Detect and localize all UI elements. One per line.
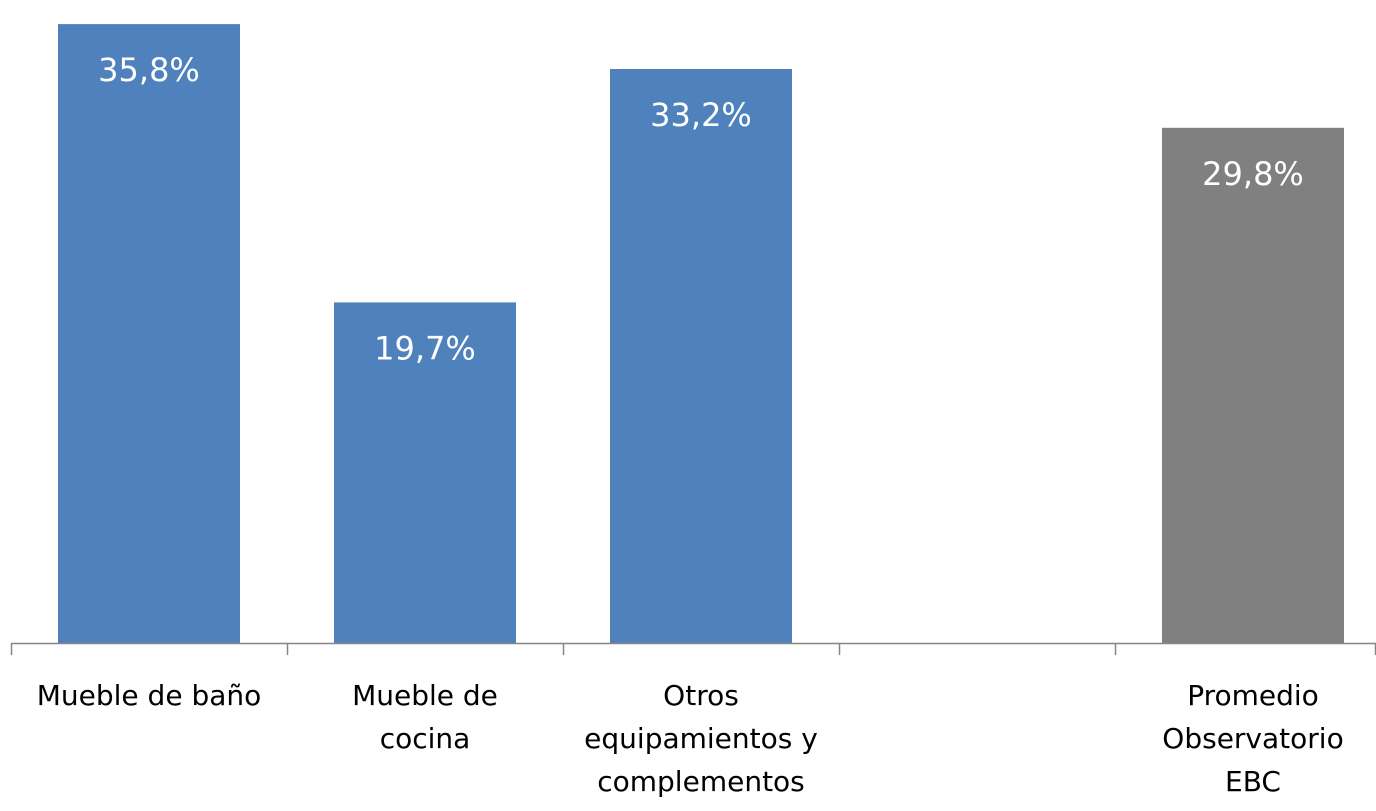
category-label-line: Otros	[663, 679, 739, 712]
category-label-line: Mueble de	[352, 679, 498, 712]
category-label-2: Mueble de cocina	[291, 674, 559, 760]
bars-layer	[58, 24, 1344, 644]
category-label-1: Mueble de baño	[15, 674, 283, 717]
category-label-line: EBC	[1225, 765, 1281, 798]
bar-2	[334, 302, 516, 643]
category-label-5: Promedio Observatorio EBC	[1119, 674, 1376, 803]
bar-5	[1162, 127, 1344, 644]
category-label-line: Mueble de baño	[36, 679, 262, 712]
category-label-line: Observatorio	[1162, 722, 1344, 755]
category-label-line: Promedio	[1187, 679, 1319, 712]
category-label-line: complementos	[597, 765, 805, 798]
category-label-line: equipamientos y	[584, 722, 818, 755]
data-label-5: 29,8%	[1202, 155, 1304, 193]
x-axis	[10, 642, 1376, 655]
category-label-line: cocina	[379, 722, 471, 755]
data-label-3: 33,2%	[650, 96, 752, 134]
data-label-1: 35,8%	[98, 51, 200, 89]
data-labels-layer: 35,8% 19,7% 33,2% 29,8%	[98, 51, 1304, 367]
category-label-3: Otros equipamientos y complementos	[567, 674, 835, 803]
data-label-2: 19,7%	[374, 329, 476, 367]
bar-3	[610, 69, 792, 643]
bar-1	[58, 24, 240, 644]
